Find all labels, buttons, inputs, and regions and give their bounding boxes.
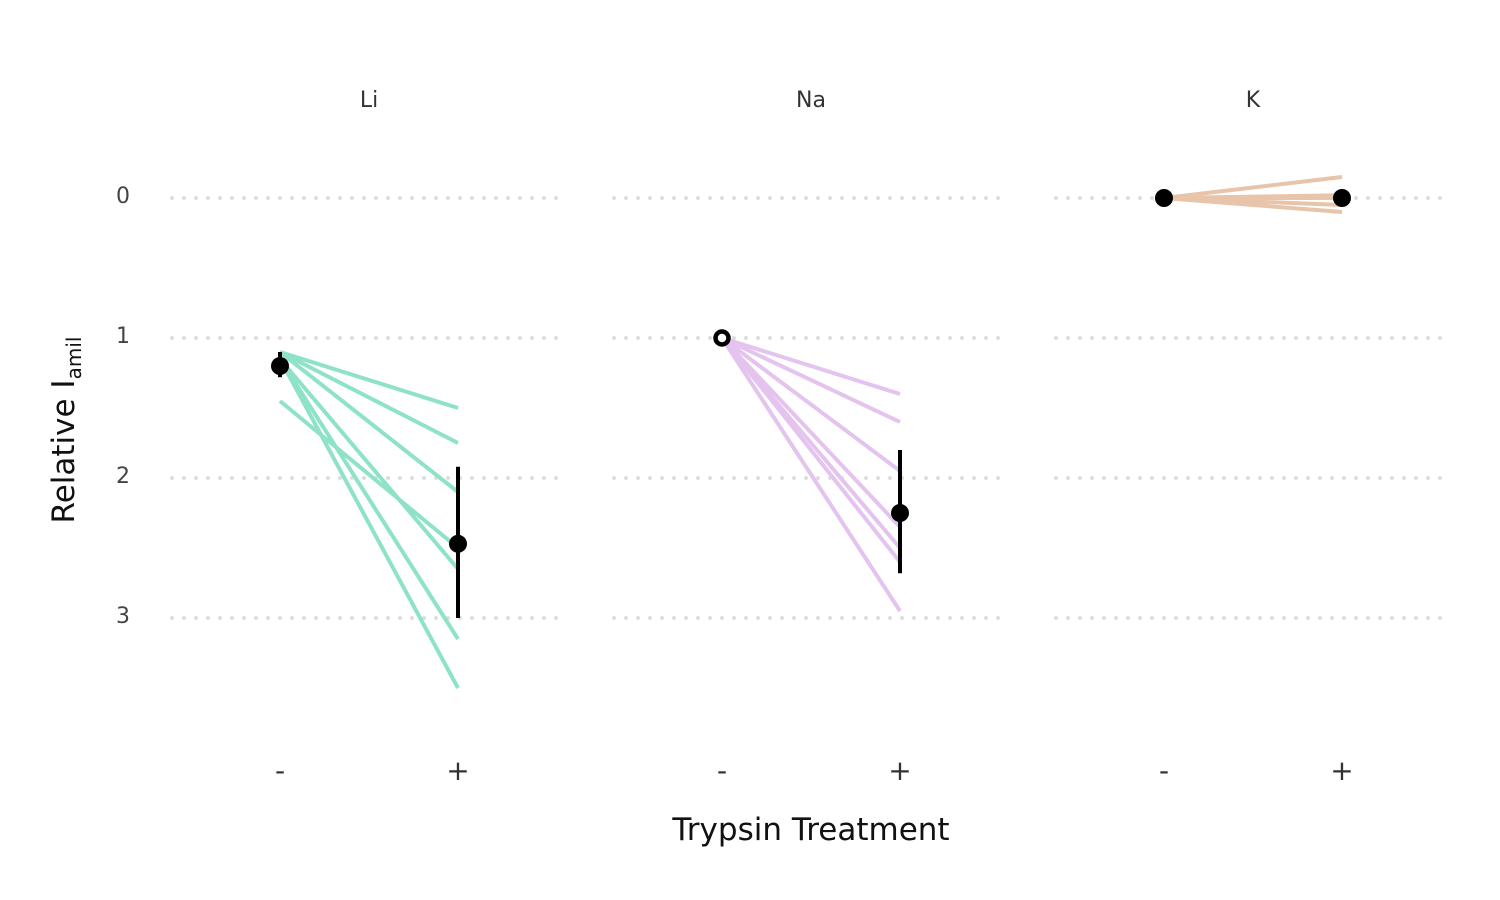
- mean-point: [713, 329, 731, 347]
- y-tick-label: 1: [116, 324, 130, 349]
- mean-point: [271, 357, 289, 375]
- x-tick-label: -: [716, 754, 728, 787]
- series-line-k: [1163, 196, 1343, 214]
- y-tick-label: 2: [116, 464, 130, 489]
- y-axis-label-wrap: Relative Iamil: [26, 300, 106, 560]
- x-tick-label: +: [888, 754, 912, 787]
- series-line-li: [278, 357, 460, 641]
- mean-point: [891, 504, 909, 522]
- mean-point: [1333, 189, 1351, 207]
- facet-label-na: Na: [796, 88, 826, 113]
- series-line-li: [278, 358, 460, 689]
- y-tick-label: 3: [116, 604, 130, 629]
- y-axis-label: Relative Iamil: [46, 337, 86, 524]
- x-tick-label: -: [1158, 754, 1170, 787]
- x-tick-label: +: [1330, 754, 1354, 787]
- x-tick-label: +: [446, 754, 470, 787]
- y-axis-label-subscript: amil: [62, 336, 86, 380]
- x-tick-label: -: [274, 754, 286, 787]
- series-line-na: [720, 336, 902, 613]
- series-line-li: [278, 357, 460, 571]
- x-axis-label: Trypsin Treatment: [672, 812, 950, 848]
- series-line-li: [278, 350, 460, 494]
- facet-label-k: K: [1245, 88, 1261, 113]
- series-line-na: [720, 336, 902, 473]
- series-line-na: [721, 336, 901, 396]
- series-line-na: [721, 336, 901, 424]
- series-line-li: [279, 350, 459, 445]
- series-line-li: [279, 350, 459, 410]
- mean-point: [449, 534, 467, 553]
- y-axis-label-main: Relative I: [46, 379, 82, 524]
- mean-point: [1155, 189, 1173, 207]
- series-line-k: [1163, 175, 1343, 200]
- series-line-li: [278, 399, 460, 550]
- series-line-na: [720, 336, 902, 564]
- series-line-k: [1163, 193, 1343, 200]
- series-line-na: [720, 336, 902, 529]
- facet-label-li: Li: [359, 88, 379, 113]
- y-tick-label: 0: [116, 184, 130, 209]
